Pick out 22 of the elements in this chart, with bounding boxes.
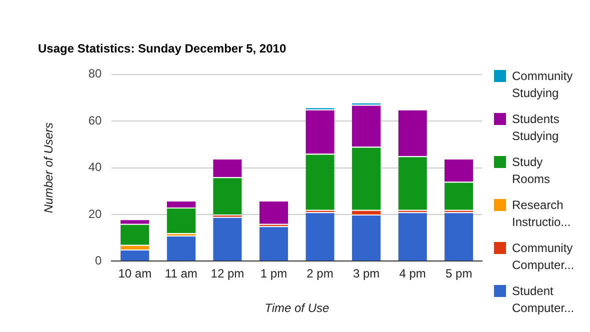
- y-tick-label: 20: [88, 206, 102, 221]
- legend-label: Student Computer...: [512, 283, 576, 317]
- x-tick-label: 11 am: [164, 266, 198, 281]
- x-tick-label: 3 pm: [352, 266, 380, 281]
- legend-label: Study Rooms: [512, 154, 552, 188]
- legend-label: Research Instructio...: [512, 197, 572, 231]
- legend-label: Community Computer...: [512, 240, 576, 274]
- x-axis-title: Time of Use: [264, 301, 330, 316]
- chart-title: Usage Statistics: Sunday December 5, 2010: [38, 42, 286, 56]
- x-tick-label: 5 pm: [446, 266, 472, 281]
- y-axis-title: Number of Users: [42, 122, 56, 214]
- x-tick-label: 10 am: [118, 266, 152, 281]
- y-tick-label: 60: [88, 113, 102, 128]
- y-tick-label: 0: [95, 254, 102, 268]
- x-tick-label: 12 pm: [210, 266, 244, 281]
- legend-label: Students Studying: [512, 111, 560, 145]
- legend-label: Community Studying: [512, 68, 574, 102]
- x-tick-label: 2 pm: [306, 266, 334, 281]
- x-tick-label: 4 pm: [399, 266, 426, 281]
- y-tick-label: 40: [88, 160, 102, 174]
- y-tick-label: 80: [88, 66, 102, 81]
- x-tick-label: 1 pm: [260, 266, 288, 281]
